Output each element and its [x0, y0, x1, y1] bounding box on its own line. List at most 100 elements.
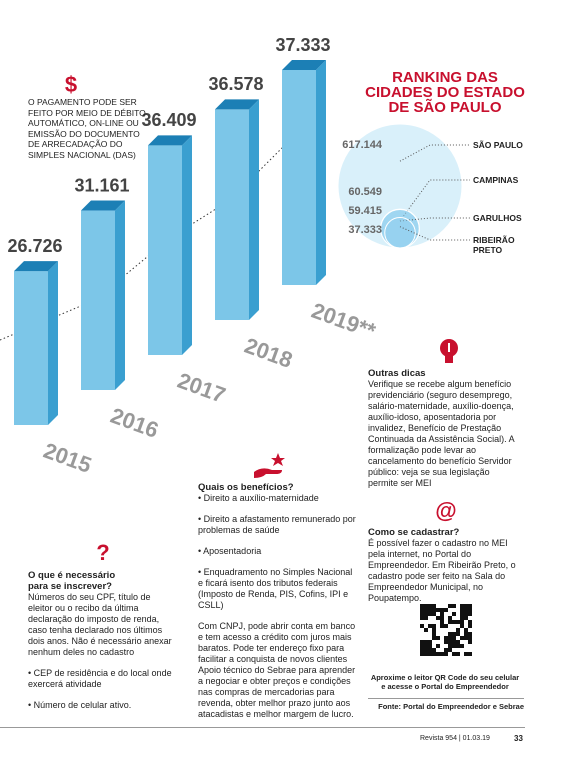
qr-module: [464, 612, 468, 616]
page-number: 33: [514, 734, 523, 743]
qr-module: [452, 604, 456, 608]
qr-module: [444, 624, 448, 628]
qr-module: [440, 616, 444, 620]
qr-module: [452, 644, 456, 648]
qr-module: [440, 608, 444, 612]
qr-module: [420, 616, 424, 620]
bar-side: [249, 99, 259, 321]
qr-module: [432, 608, 436, 612]
qr-module: [440, 624, 444, 628]
infographic: 26.726 2015 31.161 2016 36.409 2017 36.578 2018…: [0, 35, 470, 478]
qr-module: [428, 624, 432, 628]
benefits-section: Quais os benefícios? • Direito a auxílio…: [198, 482, 358, 730]
qr-module: [424, 640, 428, 644]
qr-module: [448, 648, 452, 652]
qr-module: [424, 648, 428, 652]
year-label: 2019**: [308, 298, 379, 344]
hand-star-icon: [254, 453, 285, 478]
bar-top: [215, 99, 259, 110]
qr-module: [440, 620, 444, 624]
qr-code: [420, 604, 472, 656]
bulb-icon: [440, 339, 458, 363]
leader-line: [399, 217, 470, 222]
city-name: GARULHOS: [473, 213, 522, 223]
qr-module: [424, 612, 428, 616]
qr-module: [464, 628, 468, 632]
source: Fonte: Portal do Empreendedor e Sebrae: [378, 702, 524, 711]
question-icon: ?: [96, 540, 110, 565]
qr-module: [452, 620, 456, 624]
qr-module: [460, 604, 464, 608]
qr-module: [456, 640, 460, 644]
year-label: 2016: [107, 403, 162, 443]
qr-module: [448, 616, 452, 620]
qr-module: [440, 612, 444, 616]
qr-module: [428, 648, 432, 652]
ranking-title: RANKING DAS CIDADES DO ESTADO DE SÃO PAU…: [365, 69, 525, 116]
qr-module: [432, 632, 436, 636]
bubble-value: 37.333: [348, 224, 382, 236]
bullet: • Aposentadoria: [198, 546, 262, 556]
bullet: • Número de celular ativo.: [28, 700, 132, 710]
qr-module: [424, 616, 428, 620]
bar-front: [148, 145, 182, 355]
bullet: • Direito a afastamento remunerado por p…: [198, 514, 356, 535]
value-label: 37.333: [275, 35, 330, 55]
qr-module: [444, 640, 448, 644]
qr-module: [428, 604, 432, 608]
city-name: SÃO PAULO: [473, 140, 523, 150]
bar-side: [48, 261, 58, 425]
bar-top: [148, 135, 192, 146]
qr-module: [468, 652, 472, 656]
bar-front: [215, 109, 249, 321]
qr-module: [432, 636, 436, 640]
qr-module: [460, 612, 464, 616]
heading: Quais os benefícios?: [198, 482, 294, 493]
qr-module: [456, 652, 460, 656]
qr-module: [424, 652, 428, 656]
payment-text: O PAGAMENTO PODE SER FEITO POR MEIO DE D…: [28, 97, 146, 160]
qr-module: [448, 636, 452, 640]
qr-module: [424, 644, 428, 648]
qr-module: [460, 636, 464, 640]
qr-module: [420, 604, 424, 608]
bar-side: [115, 200, 125, 390]
qr-module: [440, 652, 444, 656]
year-label: 2018: [241, 333, 296, 373]
qr-module: [468, 624, 472, 628]
qr-module: [448, 620, 452, 624]
qr-module: [420, 640, 424, 644]
qr-module: [448, 632, 452, 636]
dollar-icon: $: [64, 72, 78, 97]
qr-caption: Aproxime o leitor QR Code do seu celular…: [370, 673, 520, 691]
qr-module: [420, 608, 424, 612]
qr-module: [464, 608, 468, 612]
year-label: 2017: [174, 368, 229, 408]
bar-top: [282, 60, 326, 70]
qr-module: [448, 604, 452, 608]
qr-module: [464, 616, 468, 620]
qr-module: [432, 652, 436, 656]
bullet: • Enquadramento no Simples Nacional e fi…: [198, 567, 353, 610]
tips-section: Outras dicas Verifique se recebe algum b…: [368, 368, 518, 489]
bar-side: [316, 60, 326, 285]
qr-module: [460, 616, 464, 620]
value-label: 26.726: [7, 236, 62, 256]
paragraph: Com CNPJ, pode abrir conta em banco e te…: [198, 621, 356, 719]
qr-module: [424, 608, 428, 612]
bar-front: [81, 210, 115, 390]
signup-section: Como se cadastrar? É possível fazer o ca…: [368, 527, 523, 604]
year-label: 2015: [40, 438, 95, 478]
city-name: CAMPINAS: [473, 175, 519, 185]
qr-module: [452, 652, 456, 656]
bar-front: [282, 70, 316, 285]
bar-side: [182, 135, 192, 355]
qr-module: [436, 652, 440, 656]
qr-module: [428, 640, 432, 644]
bubble: [384, 217, 416, 249]
at-icon: @: [435, 498, 457, 523]
value-label: 36.578: [208, 74, 263, 94]
qr-module: [468, 608, 472, 612]
qr-module: [444, 608, 448, 612]
qr-module: [428, 608, 432, 612]
